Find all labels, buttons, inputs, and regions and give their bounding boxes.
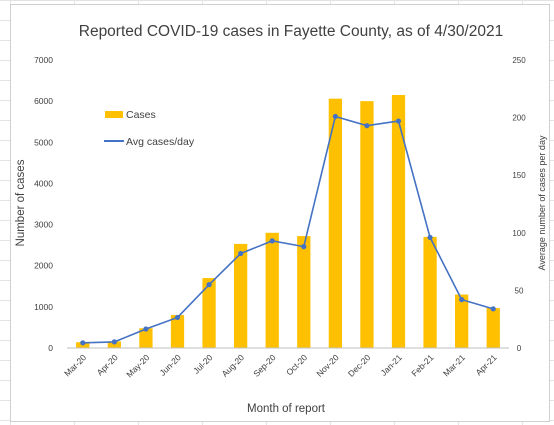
- point-avg: [174, 314, 181, 321]
- x-axis-ticks: Mar-20 Apr-20 May-20 Jun-20 Jul-20 Aug-20 Sep-…: [62, 352, 499, 379]
- point-avg: [459, 297, 465, 303]
- chart-title: Reported COVID-19 cases in Fayette Count…: [79, 23, 503, 40]
- x-tick-label: Jan-21: [378, 352, 404, 378]
- bar-cases: [139, 328, 153, 348]
- x-tick-label: Mar-20: [62, 352, 88, 378]
- x-tick-label: Sep-20: [251, 352, 278, 379]
- y-tick-label: 4000: [34, 178, 53, 188]
- y2-tick-label: 200: [512, 114, 526, 123]
- x-tick-label: Feb-21: [409, 352, 435, 378]
- point-avg: [427, 234, 433, 241]
- x-tick-label: Jun-20: [157, 352, 183, 378]
- x-tick-label: Dec-20: [346, 352, 373, 379]
- point-avg: [301, 244, 307, 250]
- bar-cases: [107, 341, 121, 348]
- point-avg: [206, 282, 212, 288]
- left-axis-ticks: 0 1000 2000 3000 4000 5000 6000 7000: [34, 55, 53, 353]
- bar-cases: [486, 308, 500, 348]
- point-avg: [395, 118, 402, 124]
- point-avg: [143, 326, 149, 332]
- y-tick-label: 2000: [34, 261, 53, 271]
- bar-cases: [423, 236, 437, 348]
- point-avg: [238, 250, 244, 257]
- bar-cases: [360, 101, 374, 349]
- y-tick-label: 0: [48, 343, 53, 353]
- x-tick-label: Mar-21: [441, 352, 467, 378]
- line-avg-cases-per-day: [82, 115, 494, 344]
- legend-swatch-cases: [105, 111, 123, 118]
- y-tick-label: 5000: [34, 137, 53, 147]
- bar-cases: [170, 315, 185, 348]
- legend-label-avg: Avg cases/day: [126, 136, 195, 148]
- bar-cases: [391, 94, 406, 348]
- y2-tick-label: 0: [517, 344, 522, 353]
- legend-label-cases: Cases: [126, 109, 156, 121]
- x-tick-label: May-20: [124, 352, 151, 379]
- point-avg: [332, 113, 338, 120]
- y-tick-label: 1000: [34, 302, 53, 312]
- point-avg: [490, 306, 496, 312]
- bar-cases: [234, 243, 248, 348]
- y2-tick-label: 150: [512, 171, 526, 180]
- bar-cases: [455, 294, 469, 348]
- y2-axis-label: Average number of cases per day: [537, 135, 547, 270]
- x-tick-label: Jul-20: [191, 352, 215, 376]
- combo-chart: Reported COVID-19 cases in Fayette Count…: [15, 23, 547, 415]
- y2-tick-label: 50: [515, 286, 524, 295]
- x-axis-label: Month of report: [247, 403, 326, 415]
- y-tick-label: 7000: [34, 55, 53, 65]
- x-tick-label: Apr-21: [474, 352, 499, 377]
- y2-tick-label: 100: [512, 229, 526, 238]
- y2-tick-label: 250: [512, 56, 526, 65]
- chart-frame[interactable]: Reported COVID-19 cases in Fayette Count…: [10, 4, 550, 422]
- point-avg: [111, 339, 117, 345]
- x-tick-label: Aug-20: [220, 352, 247, 379]
- x-tick-label: Apr-20: [95, 352, 120, 377]
- x-tick-label: Oct-20: [284, 352, 309, 377]
- y-axis-label: Number of cases: [15, 159, 27, 246]
- y-tick-label: 6000: [34, 96, 53, 106]
- legend: Cases Avg cases/day: [104, 109, 195, 148]
- x-tick-label: Nov-20: [314, 352, 341, 379]
- bar-series-cases: [76, 94, 500, 349]
- point-avg: [364, 123, 370, 129]
- line-series-avg: [80, 113, 496, 346]
- bar-cases: [265, 232, 279, 348]
- bar-cases: [328, 98, 342, 348]
- bar-cases: [202, 278, 216, 348]
- bar-cases: [297, 236, 311, 348]
- right-axis-ticks: 0 50 100 150 200 250: [512, 56, 526, 353]
- point-avg: [269, 238, 275, 244]
- point-avg: [80, 340, 86, 346]
- y-tick-label: 3000: [34, 220, 53, 230]
